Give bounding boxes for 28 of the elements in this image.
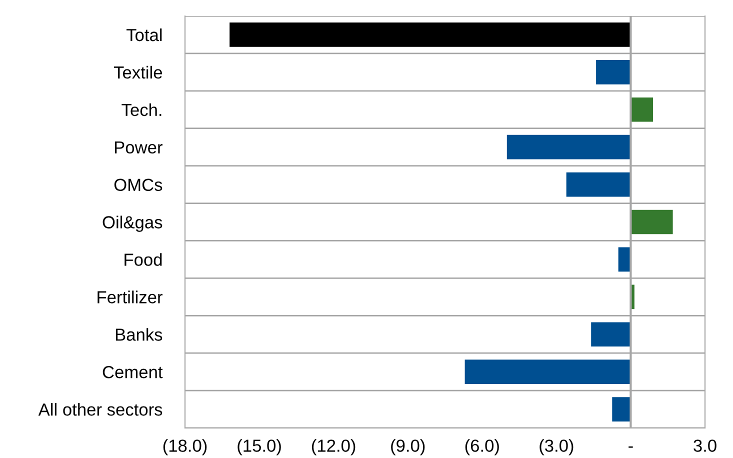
y-tick-label: Tech. [122,103,162,116]
y-tick-label: All other sectors [38,402,162,416]
x-tick-label: (18.0) [163,439,207,456]
y-tick-label: Power [114,141,162,154]
x-tick-label: (9.0) [391,439,425,456]
x-tick-label: (3.0) [540,439,574,456]
y-tick-label: Banks [116,328,162,341]
bar [566,172,631,197]
x-tick-label: (12.0) [312,439,356,456]
bar [612,397,631,422]
bar [591,322,631,347]
bar [596,60,631,84]
x-tick-label: (15.0) [238,439,281,456]
y-tick-label: Textile [114,66,162,79]
y-tick-label: Food [124,253,162,266]
bar [630,210,673,234]
y-tick-label: Total [126,28,162,42]
bar [506,134,631,160]
y-tick-label: OMCs [114,178,162,192]
bar [630,97,653,122]
y-tick-label: Oil&gas [102,216,162,232]
x-tick-label: - [628,446,633,448]
bar [464,360,631,384]
bar [230,22,631,47]
x-tick-label: (6.0) [465,439,499,456]
y-tick-label: Cement [102,366,163,378]
y-tick-label: Fertilizer [98,290,162,304]
x-tick-label: 3.0 [694,440,716,452]
